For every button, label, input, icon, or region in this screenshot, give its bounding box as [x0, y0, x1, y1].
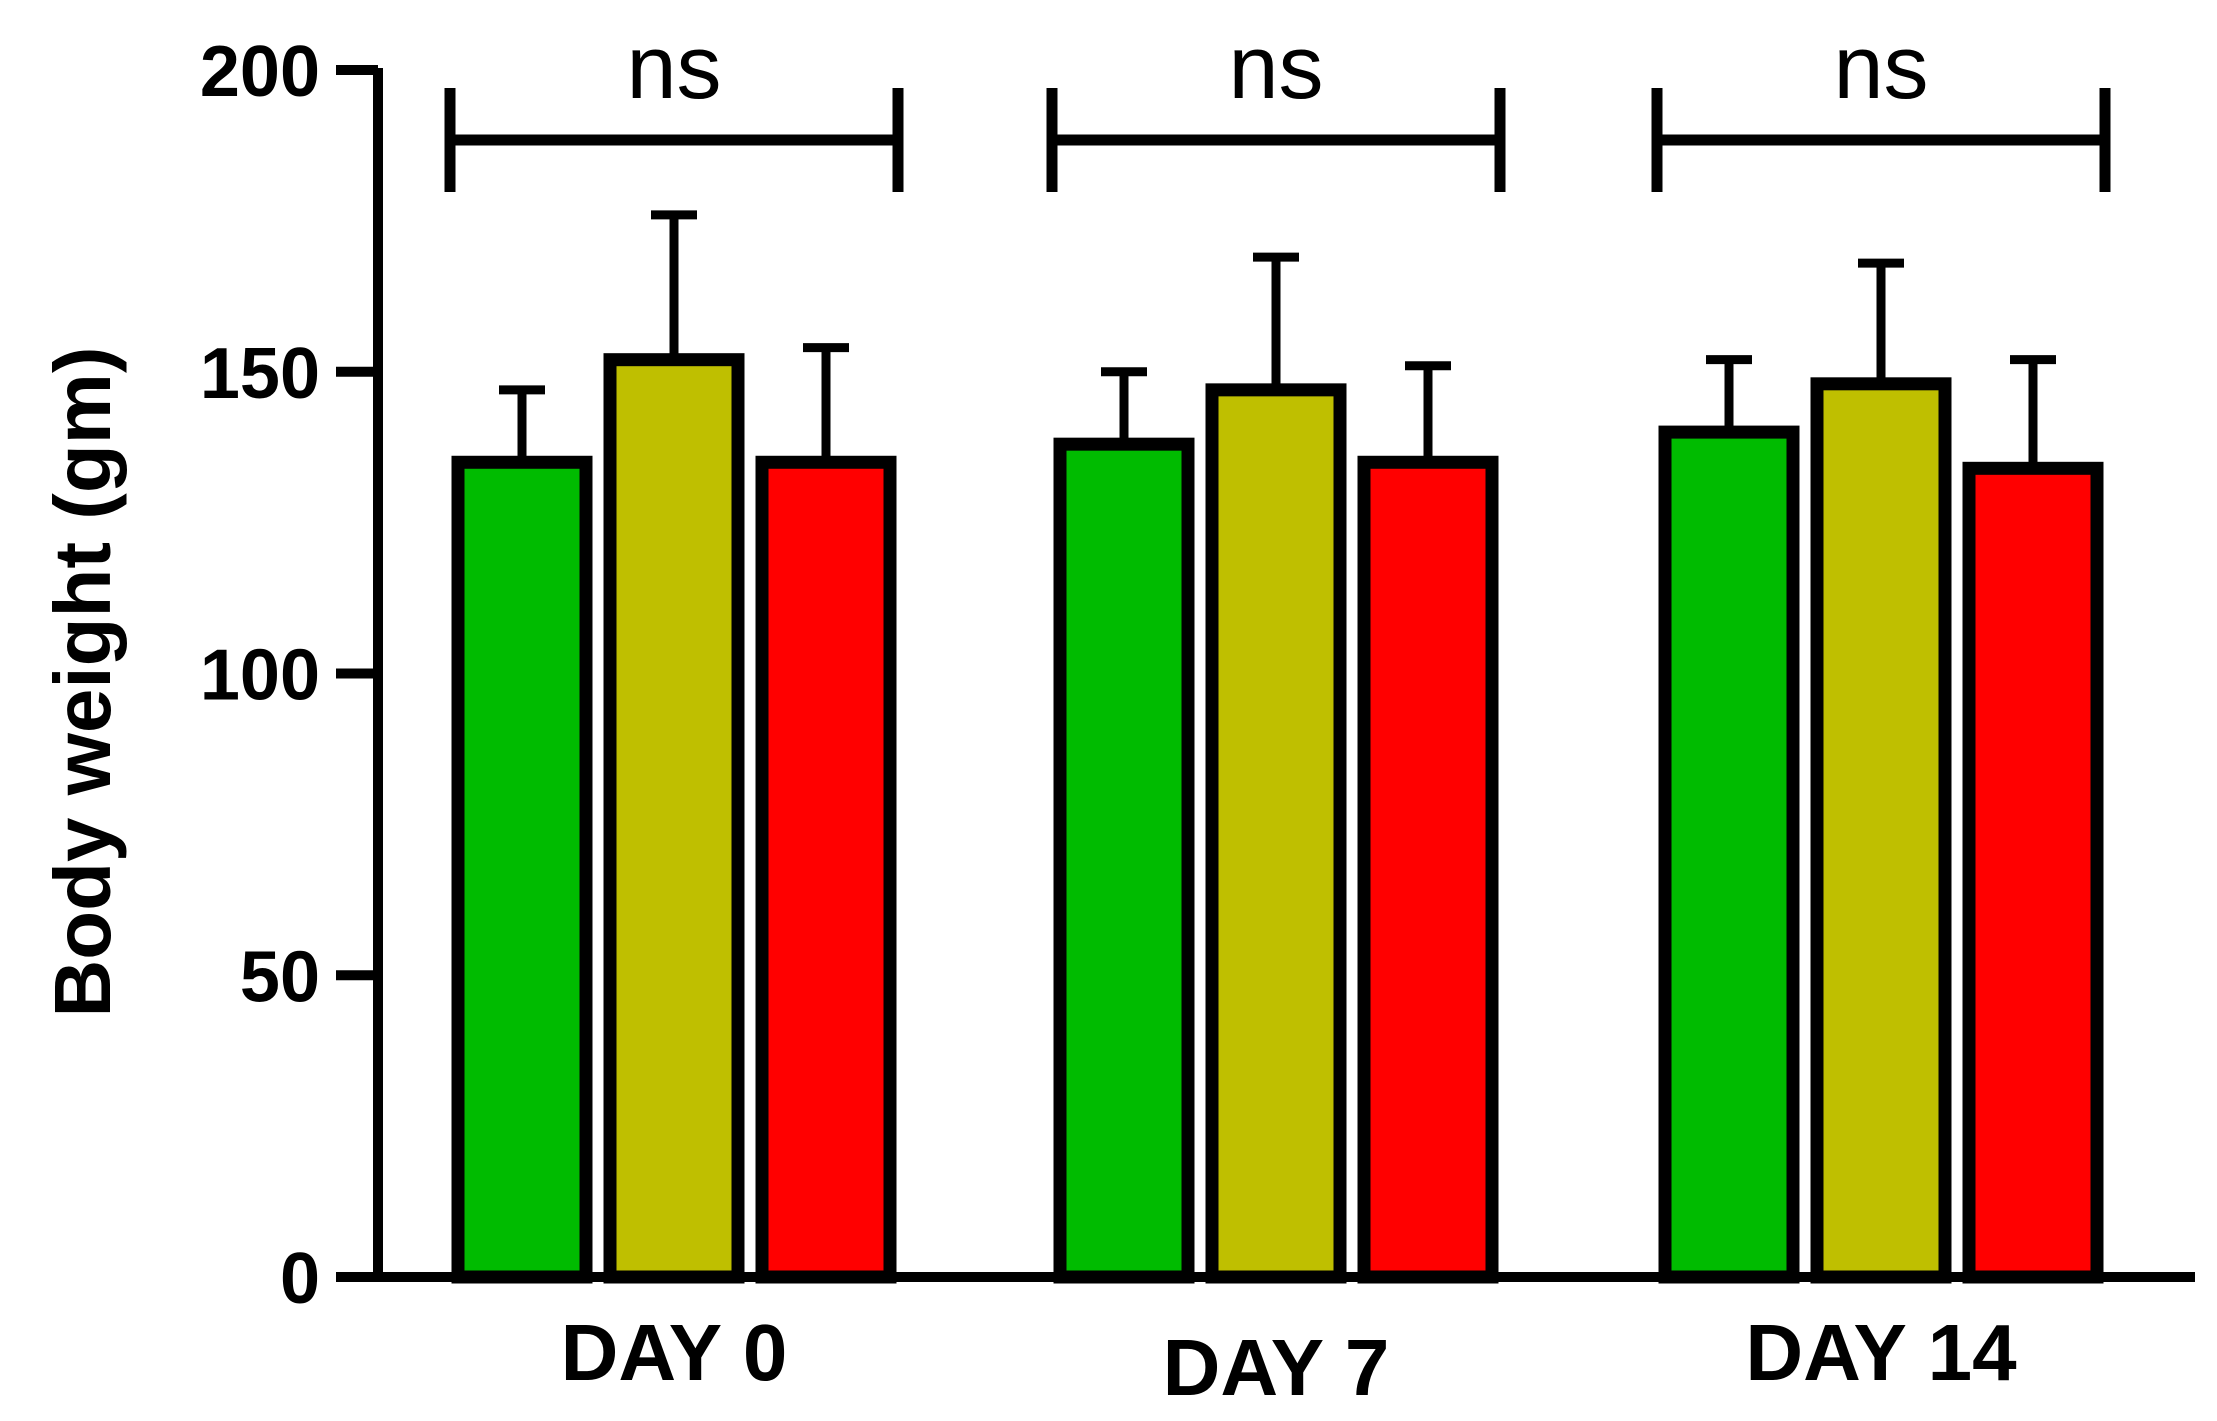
x-tick-label: DAY 14	[1745, 1308, 2017, 1397]
bar-0-2	[755, 455, 897, 1284]
bar-2-1	[1810, 377, 1952, 1284]
bar-2-0	[1658, 425, 1800, 1284]
x-tick-label: DAY 7	[1163, 1323, 1390, 1412]
y-tick-label: 200	[200, 32, 320, 112]
bar-0-1	[603, 353, 745, 1284]
bar-1-1	[1205, 383, 1347, 1284]
bar-1-2	[1357, 455, 1499, 1284]
y-tick-label: 0	[280, 1239, 320, 1319]
bar-0-0	[451, 455, 593, 1284]
bars-layer	[451, 353, 2104, 1284]
significance-label: ns	[1833, 18, 1928, 118]
axes-layer: DAY 0 DAY 7 DAY 14 0 50 100 150 200	[200, 32, 2195, 1412]
y-tick-label: 50	[240, 937, 320, 1017]
y-tick-label: 100	[200, 636, 320, 716]
x-tick-label: DAY 0	[561, 1308, 788, 1397]
y-axis-label: Body weight (gm)	[38, 346, 127, 1017]
significance-label: ns	[1228, 18, 1323, 118]
significance-layer: ns ns ns	[444, 18, 2111, 192]
bar-2-2	[1962, 461, 2104, 1284]
bar-1-0	[1053, 437, 1195, 1284]
significance-label: ns	[626, 18, 721, 118]
y-tick-label: 150	[200, 334, 320, 414]
error-bars-layer	[499, 210, 2056, 469]
